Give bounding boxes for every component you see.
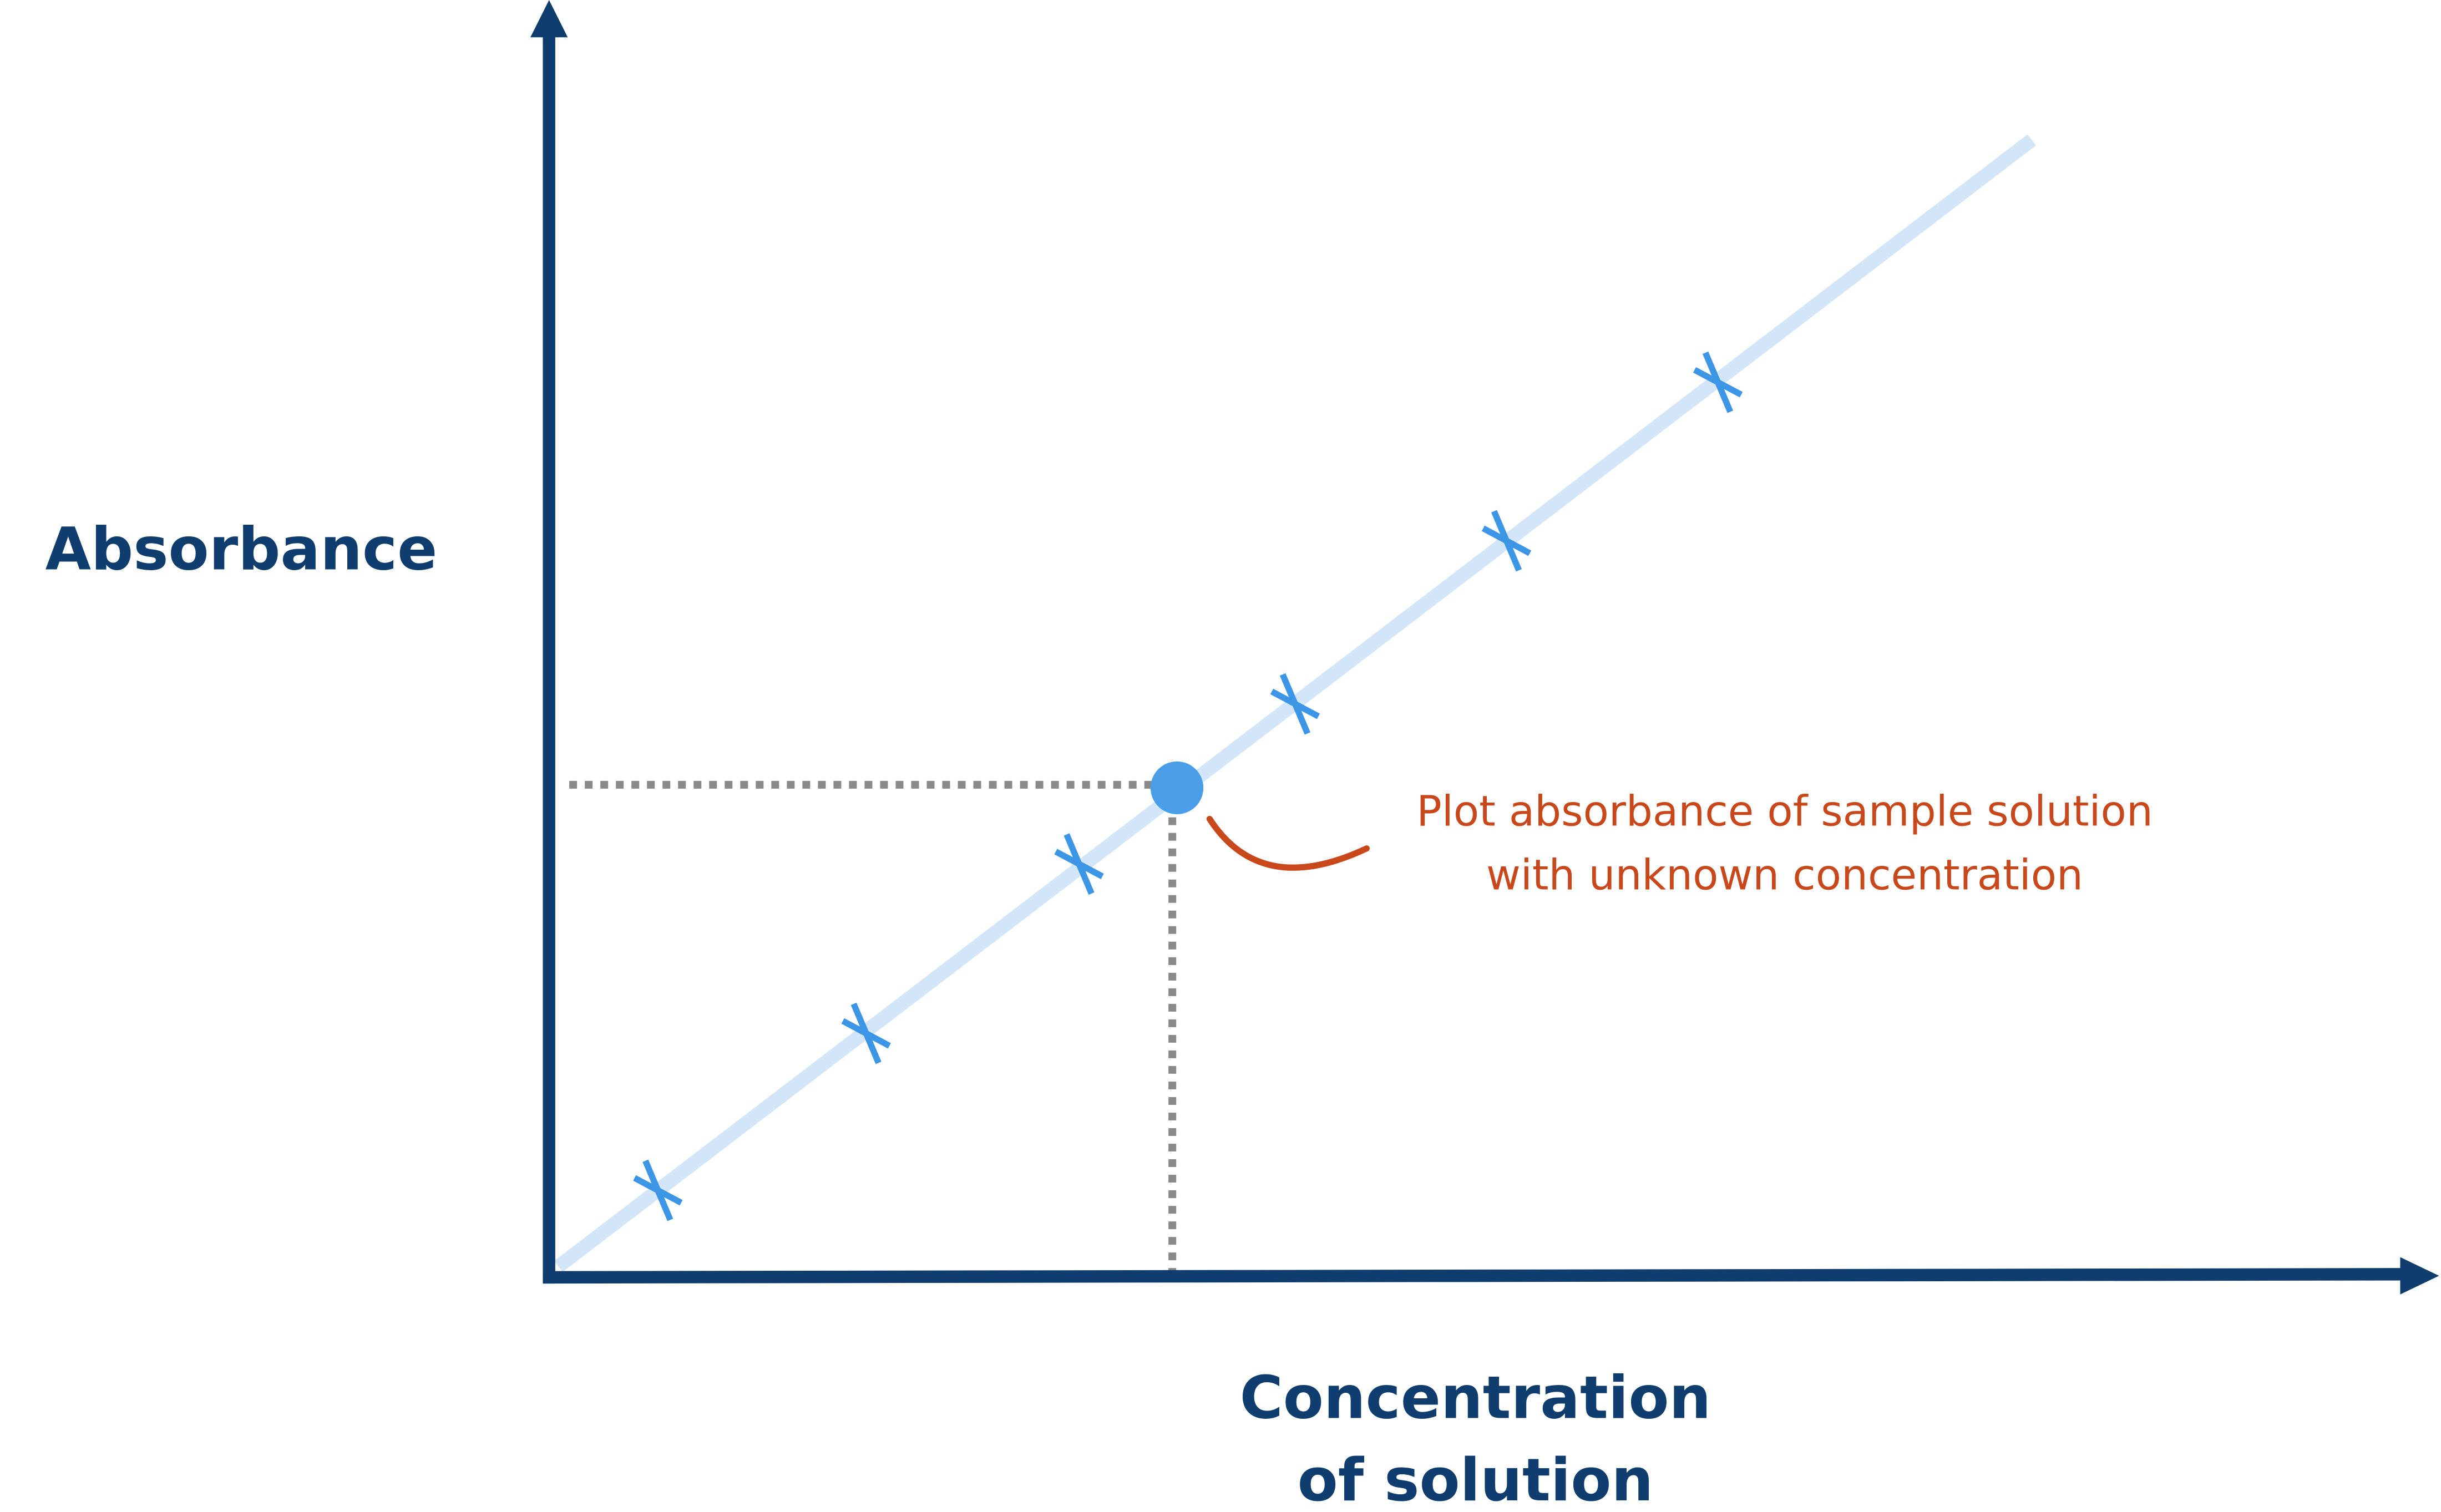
cross-marker xyxy=(1270,673,1320,735)
y-axis-arrow xyxy=(530,0,568,38)
annotation-line: Plot absorbance of sample solution xyxy=(1416,787,2153,836)
cross-stroke xyxy=(1693,367,1743,398)
cross-marker xyxy=(841,1002,891,1064)
calibration-points xyxy=(633,351,1743,1221)
annotation-connector xyxy=(1206,815,1370,871)
cross-marker xyxy=(633,1159,683,1221)
cross-stroke xyxy=(633,1175,683,1206)
x-axis-arrow xyxy=(2400,1257,2439,1295)
y-axis-label: Absorbance xyxy=(45,515,438,584)
cross-stroke xyxy=(841,1018,891,1049)
x-axis-label: Concentration xyxy=(1240,1363,1711,1432)
annotation-line: with unknown concentration xyxy=(1486,850,2083,899)
cross-stroke xyxy=(1054,849,1104,880)
cross-stroke xyxy=(1481,525,1532,556)
sample-point xyxy=(1150,761,1204,815)
x-axis xyxy=(543,1268,2408,1284)
x-axis-label: of solution xyxy=(1298,1446,1654,1512)
cross-marker xyxy=(1481,510,1532,572)
cross-stroke xyxy=(1270,688,1320,719)
cross-marker xyxy=(1054,833,1104,895)
cross-marker xyxy=(1693,351,1743,413)
